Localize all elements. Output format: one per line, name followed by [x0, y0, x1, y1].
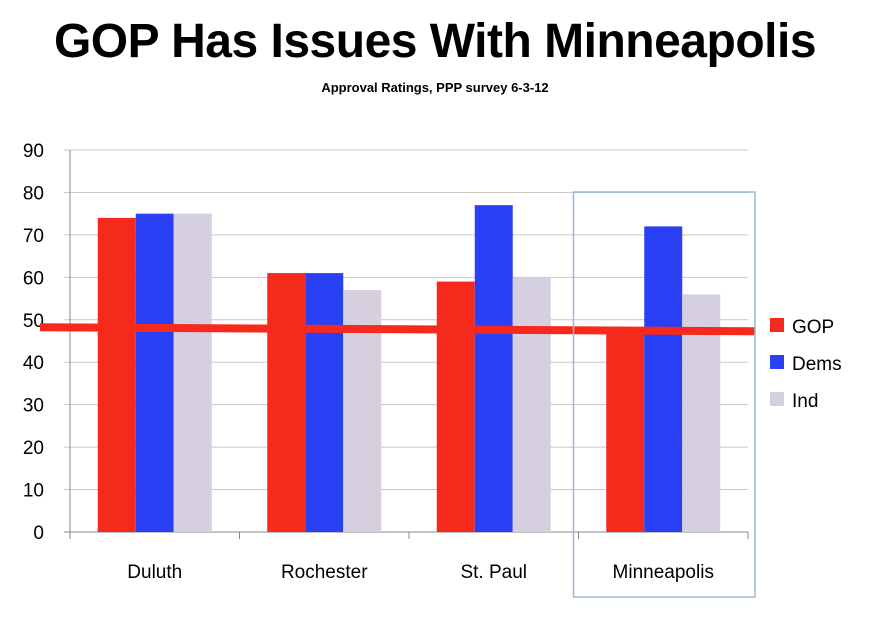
- x-label-rochester: Rochester: [281, 562, 368, 583]
- reference-line: [39, 323, 756, 336]
- bar-dems-st-paul: [474, 205, 513, 532]
- bar-ind-st-paul: [512, 277, 551, 532]
- reference-line-group: [39, 323, 756, 336]
- bar-gop-st-paul: [436, 281, 475, 532]
- y-tick-90: 90: [23, 141, 44, 162]
- y-tick-20: 20: [23, 438, 44, 459]
- highlight-box: [572, 191, 756, 598]
- y-axis-ticks: 0 10 20 30 40 50 60 70 80 90: [23, 141, 44, 544]
- bar-dems-rochester: [305, 273, 344, 532]
- legend-label-gop: GOP: [792, 317, 834, 338]
- y-tick-10: 10: [23, 481, 44, 502]
- y-tick-80: 80: [23, 183, 44, 204]
- bars: [97, 205, 721, 532]
- highlight-box-group: [572, 191, 756, 598]
- legend-swatch-ind: [770, 392, 784, 406]
- x-axis-labels: Duluth Rochester St. Paul Minneapolis: [127, 562, 714, 583]
- bar-dems-duluth: [135, 213, 174, 532]
- y-tick-30: 30: [23, 396, 44, 417]
- y-tick-60: 60: [23, 268, 44, 289]
- x-label-minneapolis: Minneapolis: [613, 562, 714, 583]
- bar-gop-rochester: [267, 273, 306, 532]
- bar-dems-minneapolis: [644, 226, 683, 532]
- x-label-st-paul: St. Paul: [460, 562, 527, 583]
- legend-swatch-dems: [770, 355, 784, 369]
- y-tick-70: 70: [23, 226, 44, 247]
- legend-swatch-gop: [770, 318, 784, 332]
- bar-ind-duluth: [173, 213, 212, 532]
- chart-subtitle: Approval Ratings, PPP survey 6-3-12: [321, 80, 549, 95]
- legend: GOP Dems Ind: [770, 317, 842, 412]
- legend-label-ind: Ind: [792, 391, 818, 412]
- y-tick-40: 40: [23, 353, 44, 374]
- x-label-duluth: Duluth: [127, 562, 182, 583]
- legend-label-dems: Dems: [792, 354, 842, 375]
- bar-gop-duluth: [97, 217, 136, 532]
- bar-gop-minneapolis: [606, 328, 645, 532]
- y-tick-50: 50: [23, 311, 44, 332]
- chart-title: GOP Has Issues With Minneapolis: [53, 15, 817, 68]
- y-tick-0: 0: [33, 523, 44, 544]
